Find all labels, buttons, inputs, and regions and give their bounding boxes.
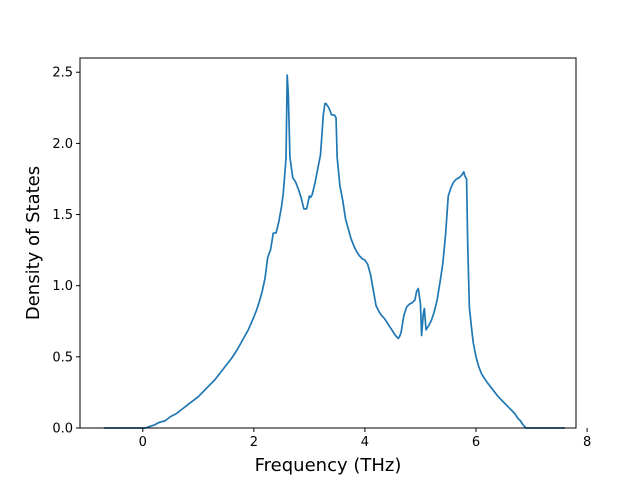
y-tick-label: 1.0 (52, 279, 73, 294)
y-tick-label: 2.5 (52, 66, 73, 81)
dos-series-line (103, 74, 565, 429)
y-tick-label: 1.5 (52, 208, 73, 223)
y-tick-label: 0.0 (52, 422, 73, 437)
x-tick-label: 4 (361, 435, 369, 450)
x-tick-label: 6 (472, 435, 480, 450)
y-axis-label: Density of States (23, 166, 44, 320)
x-tick-label: 2 (250, 435, 258, 450)
x-tick-label: 8 (583, 435, 591, 450)
y-tick-label: 0.5 (52, 350, 73, 365)
plot-area (103, 74, 565, 429)
x-tick-label: 0 (139, 435, 147, 450)
y-tick-label: 2.0 (52, 137, 73, 152)
x-axis-label: Frequency (THz) (255, 455, 402, 476)
axis-ticks: 0 2 4 6 8 0.0 0.5 1.0 1.5 2.0 2.5 (52, 66, 591, 450)
axes-frame (79, 57, 577, 429)
